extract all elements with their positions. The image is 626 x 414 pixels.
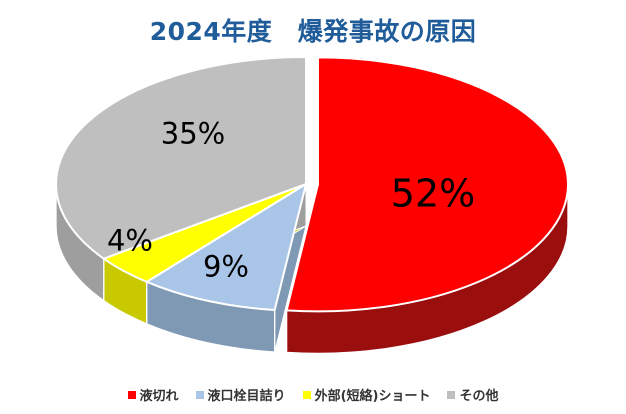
legend-swatch-icon <box>447 390 456 399</box>
pie-slice-0-percent-label: 52% <box>391 172 475 216</box>
chart-title: 2024年度 爆発事故の原因 <box>149 17 477 46</box>
legend-swatch-icon <box>127 390 136 399</box>
pie-slice-3-percent-label: 35% <box>161 116 225 150</box>
legend-swatch-icon <box>195 390 204 399</box>
legend-label: 液切れ <box>139 389 179 404</box>
legend-swatch-icon <box>302 390 311 399</box>
legend-item-0: 液切れ <box>127 385 179 404</box>
pie-slice-1-percent-label: 9% <box>203 249 249 283</box>
pie-slice-3-top <box>55 56 307 260</box>
legend-item-2: 外部(短絡)ショート <box>302 385 431 404</box>
chart-legend: 液切れ 液口栓目詰り 外部(短絡)ショート その他 <box>0 385 626 404</box>
legend-label: 外部(短絡)ショート <box>314 389 431 404</box>
legend-label: その他 <box>459 389 499 404</box>
pie-slice-1-top <box>145 183 307 311</box>
legend-item-3: その他 <box>447 385 498 404</box>
pie-slice-2-percent-label: 4% <box>107 223 153 257</box>
pie-slice-0-top <box>285 56 569 313</box>
legend-item-1: 液口栓目詰り <box>195 385 286 404</box>
legend-label: 液口栓目詰り <box>207 389 286 404</box>
